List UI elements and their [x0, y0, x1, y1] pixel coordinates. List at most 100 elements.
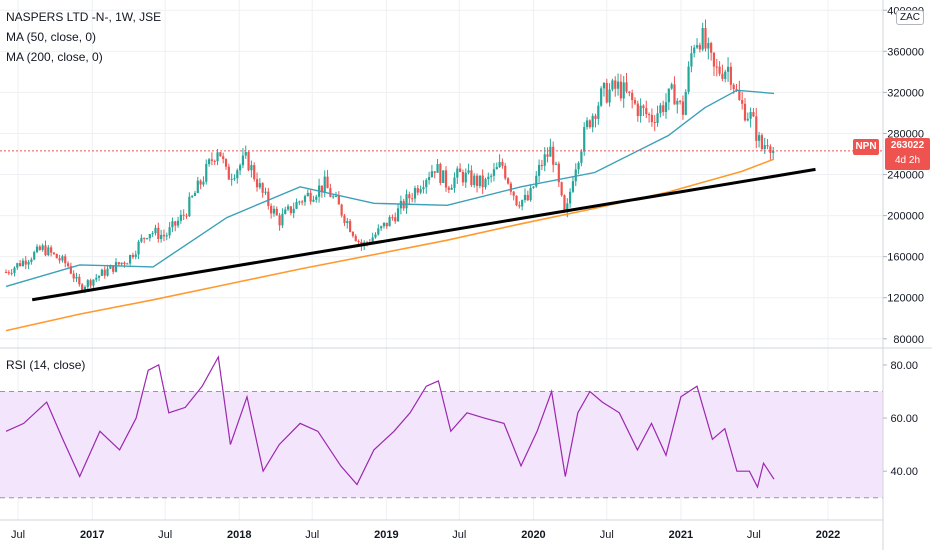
candle-body: [749, 112, 752, 119]
candle-body: [574, 169, 577, 182]
rsi-band: [0, 391, 883, 498]
candle-body: [7, 272, 10, 274]
trendline[interactable]: [31, 167, 816, 302]
rsi-tick-label: 60.00: [890, 413, 918, 425]
candle-body: [769, 146, 772, 153]
candle-body: [416, 188, 419, 193]
candle-body: [191, 196, 194, 198]
candle-body: [436, 164, 439, 173]
candle-body: [129, 255, 132, 264]
candle-body: [24, 260, 27, 265]
candle-body: [396, 208, 400, 222]
candle-body: [284, 209, 287, 214]
time-tick-label: 2021: [669, 529, 693, 541]
candle-body: [357, 241, 360, 243]
candle-body: [521, 200, 524, 207]
candle-body: [653, 122, 656, 124]
candle-body: [614, 80, 617, 89]
candle-body: [690, 53, 693, 67]
candle-body: [377, 228, 380, 235]
candle-body: [413, 188, 417, 199]
candle-body: [278, 215, 281, 226]
candle-body: [168, 227, 171, 236]
candle-body: [636, 103, 639, 116]
candle-body: [64, 256, 67, 264]
candle-body: [523, 194, 527, 201]
candle-body: [374, 234, 377, 238]
candle-body: [741, 99, 744, 104]
candle-body: [543, 154, 546, 166]
candle-body: [227, 166, 230, 180]
candle-body: [693, 47, 696, 54]
candle-body: [540, 164, 544, 166]
time-tick-label: Jul: [305, 529, 319, 541]
ma50-line: [5, 89, 775, 288]
candle-body: [473, 175, 476, 185]
price-axis[interactable]: 80000 120000 160000 200000 240000 280000 32000…: [883, 5, 924, 346]
candle-body: [213, 160, 216, 162]
rsi-axis[interactable]: 40.00 60.00 80.00: [883, 360, 918, 478]
candle-body: [264, 191, 267, 193]
candle-body: [625, 82, 628, 92]
candle-body: [202, 181, 205, 185]
candle-body: [329, 188, 332, 197]
candle-body: [498, 161, 501, 168]
time-axis[interactable]: Jul 2017 Jul 2018 Jul 2019 Jul 2020 Jul 2021 Jul 20…: [11, 529, 840, 541]
price-tick-label: 160000: [887, 252, 924, 264]
candle-body: [577, 162, 580, 170]
candle-body: [526, 194, 529, 201]
candle-body: [50, 247, 53, 253]
candle-body: [679, 100, 682, 102]
candle-body: [622, 82, 625, 99]
candle-body: [608, 89, 611, 103]
candle-body: [388, 217, 391, 227]
symbol-title[interactable]: NASPERS LTD -N-, 1W, JSE: [6, 10, 162, 24]
time-tick-label: Jul: [600, 529, 614, 541]
candle-body: [639, 105, 642, 116]
candle-body: [456, 168, 459, 178]
candle-body: [380, 226, 383, 229]
rsi-title[interactable]: RSI (14, close): [6, 358, 86, 372]
candle-body: [760, 135, 764, 150]
candle-body: [755, 116, 758, 141]
candle-body: [261, 183, 264, 193]
candle-body: [241, 155, 245, 166]
candle-body: [707, 43, 710, 49]
candle-body: [506, 178, 510, 184]
candle-body: [126, 263, 129, 265]
candle-body: [250, 165, 253, 171]
candle-body: [334, 195, 338, 197]
candle-body: [569, 191, 572, 204]
candle-body: [92, 279, 95, 286]
ma200-legend[interactable]: MA (200, close, 0): [6, 50, 103, 64]
candle-body: [292, 208, 295, 214]
candle-body: [484, 179, 487, 188]
candle-body: [182, 214, 185, 216]
candle-body: [326, 176, 329, 189]
price-tick-label: 280000: [887, 128, 924, 140]
candle-body: [233, 178, 236, 180]
candle-body: [757, 135, 761, 141]
candle-body: [188, 196, 191, 217]
candle-body: [61, 256, 64, 261]
candle-body: [439, 164, 442, 183]
candle-body: [487, 176, 490, 180]
candle-body: [306, 192, 309, 197]
candle-body: [478, 175, 481, 187]
candle-body: [467, 170, 470, 173]
ma200-line: [5, 158, 775, 332]
candle-body: [631, 92, 634, 101]
ma50-legend[interactable]: MA (50, close, 0): [6, 30, 97, 44]
candle-body: [647, 114, 651, 116]
candle-body: [566, 203, 569, 213]
candle-body: [552, 146, 555, 165]
candle-body: [315, 196, 318, 200]
candle-body: [371, 237, 374, 243]
candle-body: [199, 180, 202, 185]
candle-body: [109, 265, 112, 269]
candle-body: [216, 152, 219, 162]
currency-badge[interactable]: ZAC: [896, 10, 924, 25]
price-tick-label: 120000: [887, 293, 924, 305]
candle-body: [597, 105, 600, 119]
